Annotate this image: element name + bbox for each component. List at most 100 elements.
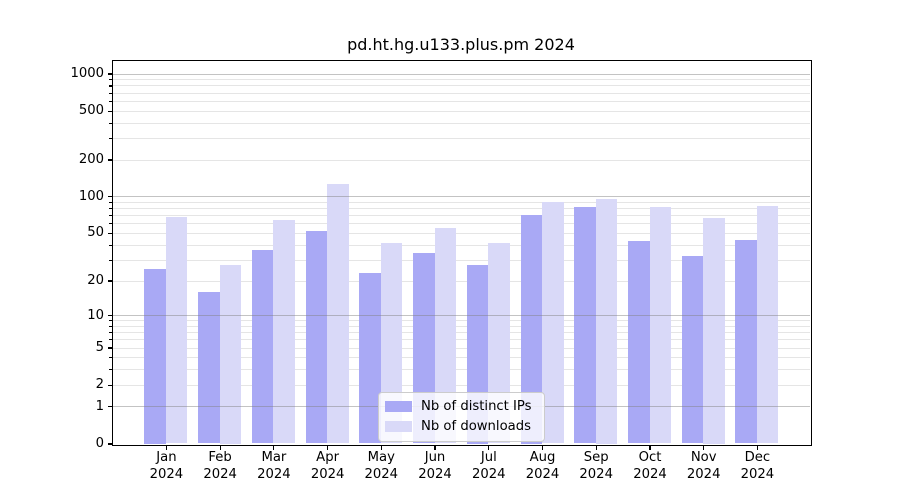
gridline-major-100: [112, 196, 810, 198]
gridline-major-1000: [112, 73, 810, 75]
bar-sep-distinct-ips: [574, 206, 596, 444]
y-tick-200: [107, 159, 112, 161]
y-minortick-600: [109, 100, 112, 102]
legend-item-downloads: Nb of downloads: [385, 418, 535, 436]
y-tick-label-200: 200: [78, 152, 104, 167]
bar-jan-distinct-ips: [144, 269, 166, 444]
y-tick-label-500: 500: [78, 103, 104, 119]
x-tick-label-apr: Apr 2024: [310, 450, 345, 482]
gridline-minor-400: [112, 122, 810, 124]
y-tick-label-10: 10: [87, 307, 104, 323]
minor-gridlines-layer: [112, 61, 810, 444]
y-tick-label-1000: 1000: [70, 66, 104, 81]
gridline-minor-900: [112, 79, 810, 81]
x-tick-dec: [756, 445, 758, 450]
legend: Nb of distinct IPs Nb of downloads: [378, 392, 545, 442]
y-minortick-8: [109, 325, 112, 327]
bar-nov-downloads: [703, 217, 725, 444]
y-tick-500: [107, 110, 112, 112]
y-tick-20: [107, 280, 112, 282]
y-tick-label-2: 2: [95, 377, 104, 393]
plot-area: [111, 59, 812, 446]
gridline-minor-30: [112, 259, 810, 261]
y-minortick-70: [109, 215, 112, 217]
y-minortick-300: [109, 137, 112, 140]
gridline-minor-50: [112, 232, 810, 234]
gridline-minor-80: [112, 208, 810, 210]
y-minortick-60: [109, 223, 112, 225]
x-tick-jul: [488, 445, 490, 450]
gridline-major-10: [112, 315, 810, 317]
y-tick-label-0: 0: [95, 436, 104, 451]
gridline-minor-90: [112, 201, 810, 203]
x-tick-feb: [219, 445, 221, 450]
x-tick-may: [380, 445, 382, 450]
x-tick-mar: [273, 445, 275, 450]
bar-sep-downloads: [595, 198, 618, 444]
x-tick-nov: [703, 445, 705, 450]
bar-mar-downloads: [273, 219, 295, 444]
x-tick-label-mar: Mar 2024: [257, 450, 291, 482]
bars-layer: [113, 61, 810, 444]
y-minortick-6: [109, 339, 112, 341]
y-tick-50: [107, 232, 112, 234]
x-tick-label-dec: Dec 2024: [740, 450, 775, 482]
gridline-minor-600: [112, 100, 810, 102]
y-minortick-900: [109, 79, 112, 81]
x-tick-label-sep: Sep 2024: [579, 450, 613, 482]
x-tick-label-jul: Jul 2024: [472, 450, 506, 482]
x-tick-label-may: May 2024: [364, 450, 399, 482]
y-tick-1: [107, 406, 112, 408]
bar-feb-distinct-ips: [198, 291, 220, 444]
y-minortick-90: [109, 201, 112, 204]
y-minortick-80: [109, 208, 112, 210]
bar-oct-distinct-ips: [628, 240, 650, 444]
x-tick-label-jan: Jan 2024: [149, 450, 184, 482]
bar-aug-distinct-ips: [520, 214, 542, 444]
y-tick-1000: [107, 73, 112, 75]
y-minortick-800: [109, 85, 112, 87]
gridline-minor-40: [112, 244, 810, 246]
bar-nov-distinct-ips: [681, 256, 704, 444]
bar-aug-downloads: [542, 201, 564, 444]
y-tick-10: [107, 315, 112, 317]
y-minortick-40: [109, 244, 112, 246]
gridline-minor-200: [112, 159, 810, 161]
gridline-minor-60: [112, 223, 810, 225]
x-tick-label-nov: Nov 2024: [686, 450, 721, 482]
bar-mar-distinct-ips: [251, 250, 274, 444]
y-minortick-3: [109, 369, 112, 371]
bar-dec-distinct-ips: [735, 239, 757, 444]
gridline-minor-6: [112, 339, 810, 341]
x-tick-aug: [541, 445, 544, 450]
bar-jan-downloads: [165, 216, 188, 444]
y-minortick-700: [109, 92, 112, 94]
y-minortick-400: [109, 122, 112, 124]
gridline-minor-3: [112, 369, 810, 371]
bar-apr-distinct-ips: [305, 230, 328, 444]
y-tick-label-5: 5: [95, 340, 104, 355]
y-minortick-30: [109, 259, 112, 261]
gridline-minor-7: [112, 332, 810, 334]
y-tick-100: [107, 196, 112, 198]
legend-item-distinct-ips: Nb of distinct IPs: [385, 398, 535, 416]
bar-jun-downloads: [434, 227, 456, 444]
x-tick-label-aug: Aug 2024: [525, 450, 560, 482]
gridline-minor-4: [112, 357, 810, 359]
y-tick-label-1: 1: [95, 398, 104, 414]
x-tick-jun: [434, 445, 436, 450]
gridline-minor-9: [112, 320, 810, 322]
bar-may-distinct-ips: [359, 273, 381, 444]
y-tick-2: [107, 384, 112, 386]
gridline-minor-300: [112, 137, 810, 139]
gridline-minor-2: [112, 384, 810, 386]
y-minortick-9: [109, 320, 112, 322]
legend-label-downloads: Nb of downloads: [421, 418, 531, 434]
bar-apr-downloads: [327, 183, 349, 444]
x-tick-apr: [327, 445, 329, 450]
x-tick-label-oct: Oct 2024: [633, 450, 667, 482]
x-tick-oct: [649, 445, 651, 450]
y-minortick-4: [109, 357, 112, 359]
gridline-minor-500: [112, 110, 810, 112]
